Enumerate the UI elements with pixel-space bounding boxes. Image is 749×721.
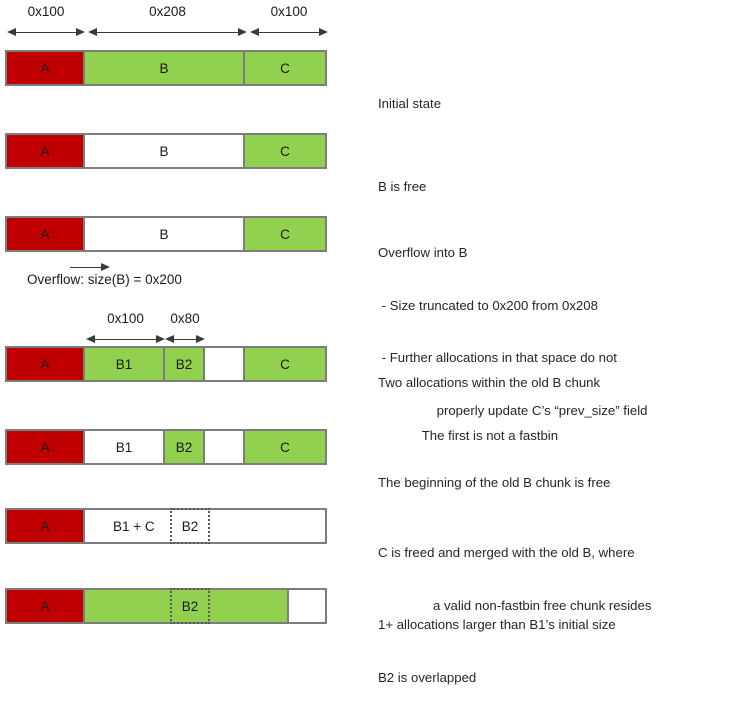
dimension-line [12, 32, 80, 33]
caption-line: Two allocations within the old B chunk [378, 375, 601, 390]
overlapped-chunk-b2-marker: B2 [170, 588, 210, 624]
dimension-label-b1: 0x100 [107, 311, 144, 326]
chunk-b1: B1 [85, 348, 165, 380]
chunk-large-allocation: B2 [85, 588, 289, 624]
memory-row-overflow-into-b: A B C [5, 216, 327, 252]
caption-initial-state: Initial state [378, 60, 441, 148]
caption-line: Initial state [378, 96, 442, 111]
arrowhead-left-icon [86, 334, 95, 343]
caption-line: The first is not a fastbin [378, 427, 559, 443]
chunk-gap [205, 431, 245, 463]
chunk-c: C [245, 135, 325, 167]
chunk-c: C [245, 348, 325, 380]
dimension-line [91, 339, 160, 340]
arrowhead-right-icon [238, 27, 247, 36]
dimension-line [93, 32, 242, 33]
arrowhead-right-icon [101, 262, 110, 271]
heap-chunk-diagram: 0x100 0x208 0x100 A B C Initial state A … [5, 4, 651, 685]
chunk-a: A [7, 590, 85, 622]
chunk-b: B [85, 135, 245, 167]
dimension-label-b: 0x208 [149, 4, 186, 19]
memory-row-b-is-free: A B C [5, 133, 327, 169]
arrowhead-right-icon [196, 334, 205, 343]
caption-c-freed-merged: C is freed and merged with the old B, wh… [378, 509, 651, 649]
arrowhead-right-icon [76, 27, 85, 36]
arrowhead-left-icon [165, 334, 174, 343]
caption-line: a valid non-fastbin free chunk resides [378, 597, 652, 613]
caption-b2-overlapped: 1+ allocations larger than B1’s initial … [378, 581, 616, 721]
chunk-a: A [7, 510, 85, 542]
chunk-c: C [245, 431, 325, 463]
arrowhead-right-icon [156, 334, 165, 343]
caption-line: The beginning of the old B chunk is free [378, 475, 611, 490]
memory-row-two-allocations: A B1 B2 C [5, 346, 327, 382]
chunk-c: C [245, 218, 325, 250]
dimension-line [170, 339, 200, 340]
dimension-line [255, 32, 323, 33]
memory-row-initial-state: A B C [5, 50, 327, 86]
chunk-a: A [7, 218, 85, 250]
caption-b-is-free: B is free [378, 143, 426, 231]
chunk-b1: B1 [85, 431, 165, 463]
chunk-b2: B2 [165, 348, 205, 380]
arrowhead-right-icon [319, 27, 328, 36]
chunk-gap [205, 348, 245, 380]
overlapped-chunk-b2-marker: B2 [170, 508, 210, 544]
chunk-a: A [7, 431, 85, 463]
caption-line: - Further allocations in that space do n… [378, 350, 617, 365]
chunk-remainder-free [289, 590, 325, 622]
chunk-b: B [85, 218, 245, 250]
caption-line: C is freed and merged with the old B, wh… [378, 545, 635, 560]
overflow-note: Overflow: size(B) = 0x200 [27, 272, 182, 287]
caption-b1-free: The beginning of the old B chunk is free [378, 439, 610, 527]
chunk-b1-plus-c-label: B1 + C [113, 518, 155, 534]
chunk-a: A [7, 135, 85, 167]
memory-row-c-freed-merged: A B1 + C B2 [5, 508, 327, 544]
dimension-label-c: 0x100 [270, 4, 308, 19]
caption-line: - Size truncated to 0x200 from 0x208 [378, 297, 598, 313]
dimension-label-b2: 0x80 [170, 311, 200, 326]
arrowhead-left-icon [250, 27, 259, 36]
memory-row-b2-overlapped: A B2 [5, 588, 327, 624]
chunk-b1-plus-c: B1 + C B2 [85, 508, 325, 544]
arrowhead-left-icon [7, 27, 16, 36]
caption-line: properly update C’s “prev_size” field [378, 402, 648, 418]
dimension-label-a: 0x100 [27, 4, 65, 19]
chunk-c: C [245, 52, 325, 84]
caption-line: B is free [378, 179, 427, 194]
overflow-arrow-line [70, 267, 104, 268]
chunk-b2: B2 [165, 431, 205, 463]
chunk-b: B [85, 52, 245, 84]
caption-overflow-into-b: Overflow into B - Size truncated to 0x20… [378, 209, 647, 454]
caption-two-allocations: Two allocations within the old B chunk T… [378, 339, 600, 479]
caption-line: B2 is overlapped [378, 669, 477, 685]
overflow-arrow [70, 262, 110, 272]
arrowhead-left-icon [88, 27, 97, 36]
caption-line: 1+ allocations larger than B1’s initial … [378, 617, 616, 632]
memory-row-b1-free: A B1 B2 C [5, 429, 327, 465]
caption-line: Overflow into B [378, 245, 468, 260]
chunk-a: A [7, 348, 85, 380]
chunk-a: A [7, 52, 85, 84]
